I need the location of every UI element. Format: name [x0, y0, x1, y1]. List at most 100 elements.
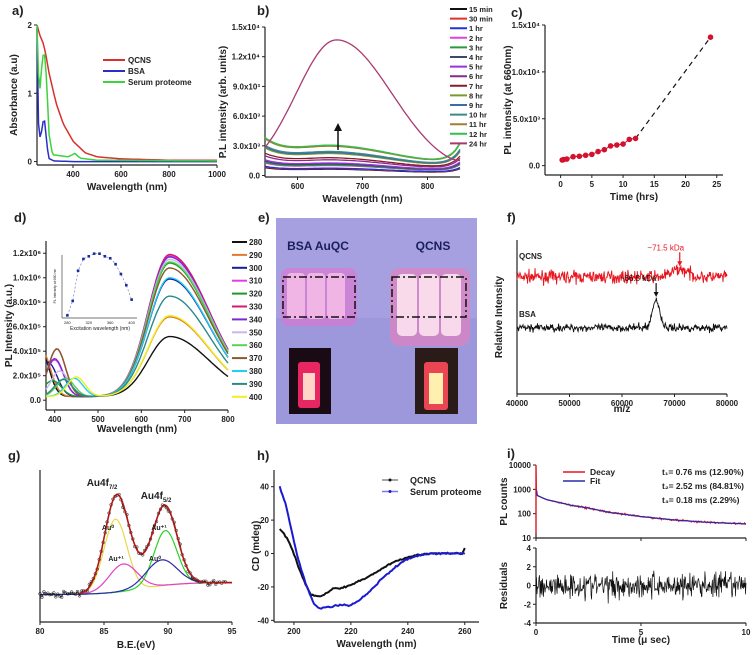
raw-data-point: [48, 593, 52, 597]
x-tick-label: 800: [221, 415, 235, 424]
panel-c: 0 5 10 15 20 25 0.0 5.0x10³ 1.0x10⁴ 1.5x10⁴ Time (…: [503, 5, 723, 203]
y-tick-label: 0.0: [529, 162, 541, 171]
peak-annotation: ~66.5 kDa: [620, 274, 657, 283]
legend-label: 390: [249, 380, 263, 389]
series-line-0: [516, 263, 728, 286]
y-axis-label: Relative Intensity: [494, 275, 505, 358]
legend-label: 330: [249, 303, 263, 312]
inset-data-point: [130, 298, 133, 301]
peak-arrow-head-icon: [677, 261, 683, 267]
data-point: [607, 143, 614, 149]
y-axis-label: PL counts: [499, 477, 510, 526]
component-label: Au⁰: [102, 524, 114, 532]
y-tick-label: 1.2x10⁶: [13, 249, 41, 258]
legend-label: 400: [249, 393, 263, 402]
y-tick-label: 10: [522, 534, 531, 543]
y-tick-label: 4: [527, 544, 532, 553]
x-tick-label: 400: [66, 170, 80, 179]
x-tick-label: 20: [681, 180, 690, 189]
legend-label: 360: [249, 341, 263, 350]
raw-data-point: [77, 594, 82, 598]
series-line-9: [45, 267, 229, 398]
series-line-2: [264, 165, 461, 173]
legend-label: 10 hr: [469, 111, 487, 120]
legend-label: 3 hr: [469, 43, 483, 52]
legend-marker: [388, 490, 392, 493]
legend-label: 4 hr: [469, 53, 483, 62]
panel-g: 80 85 90 95B.E.(eV)g)Au4f7/2Au4f5/2Au⁰Au⁺¹A…: [8, 448, 237, 651]
component-peak-3: [40, 559, 232, 596]
inset-data-point: [119, 272, 123, 276]
y-tick-label: 2.0x10⁵: [13, 372, 41, 381]
legend-label: 1 hr: [469, 24, 483, 33]
y-tick-label: 0.0: [30, 396, 42, 405]
inset-data-point: [66, 314, 69, 317]
y-tick-label: -40: [257, 616, 269, 625]
legend-label: Fit: [590, 476, 601, 486]
x-tick-label: 85: [100, 627, 109, 636]
panel-i-residuals: 0 5 10 4 2 0 -2 -4 Time (μ sec) Residuals: [499, 544, 751, 646]
series-line-1: [278, 485, 466, 610]
panel-label: b): [257, 3, 269, 18]
panel-label: i): [507, 446, 515, 461]
lifetime-annotation: t₁= 0.76 ms (12.90%): [662, 467, 744, 477]
component-label: Au⁺¹: [108, 556, 124, 563]
trace-label: QCNS: [519, 252, 543, 261]
legend-label: 12 hr: [469, 130, 487, 139]
x-tick-label: 90: [164, 627, 173, 636]
inset-data-point: [124, 283, 128, 287]
y-axis-label: CD (mdeg): [251, 521, 262, 572]
y-axis-label: Residuals: [499, 561, 510, 609]
raw-data-point: [54, 595, 58, 599]
x-tick-label: 600: [291, 182, 305, 191]
data-point: [632, 135, 639, 142]
y-axis-label: Absorbance (a.u): [9, 54, 20, 136]
legend-label: 350: [249, 328, 263, 337]
x-tick-label: 1000: [208, 170, 226, 179]
component-peak-2: [40, 529, 232, 596]
photo-caption: QCNS: [416, 239, 451, 253]
data-point: [626, 136, 633, 143]
x-tick-label: 800: [162, 170, 176, 179]
data-point: [707, 34, 714, 40]
gel-lane-band: [307, 273, 325, 319]
legend-label: 30 min: [469, 15, 493, 24]
data-point: [570, 153, 576, 160]
y-tick-label: 1.5x10⁴: [512, 21, 540, 30]
series-line-10: [45, 277, 229, 398]
y-tick-label: 0.0: [249, 172, 261, 181]
series-line-8: [264, 152, 461, 167]
raw-data-point: [75, 589, 80, 594]
series-line-7: [264, 155, 461, 168]
raw-data-point: [56, 592, 60, 596]
legend-label: 280: [249, 238, 263, 247]
x-tick-label: 0: [534, 628, 539, 637]
inset-x-tick-label: 400: [128, 320, 135, 325]
x-tick-label: 5: [639, 628, 644, 637]
y-tick-label: 20: [260, 516, 269, 525]
data-point: [620, 141, 626, 147]
legend-label: 300: [249, 264, 263, 273]
y-tick-label: 6.0x10³: [233, 112, 260, 121]
panel-label: f): [507, 210, 516, 225]
series-line-13: [264, 136, 461, 160]
x-tick-label: 15: [650, 180, 659, 189]
gel-lane-band: [441, 274, 461, 336]
x-tick-label: 80000: [716, 399, 739, 408]
legend-label: Serum proteome: [410, 487, 482, 497]
series-line-1: [516, 297, 728, 334]
legend-label: 8 hr: [469, 91, 483, 100]
inset-x-tick-label: 360: [107, 320, 114, 325]
inset-data-point: [92, 252, 96, 255]
y-tick-label: 40: [260, 483, 269, 492]
panel-a: 400 600 800 1000 0 1 2 Wavelength (nm) Absorbanc…: [9, 3, 226, 193]
panel-label: c): [511, 5, 523, 20]
legend-label: Serum proteome: [128, 78, 192, 87]
x-axis-label: Time (hrs): [610, 192, 658, 203]
x-tick-label: 80: [36, 627, 45, 636]
series-line-0: [36, 24, 217, 161]
lifetime-annotation: t₂= 2.52 ms (84.81%): [662, 481, 744, 491]
x-tick-label: 200: [287, 627, 301, 636]
fit-line: [536, 490, 746, 525]
peak-label: Au4f7/2: [87, 478, 118, 491]
